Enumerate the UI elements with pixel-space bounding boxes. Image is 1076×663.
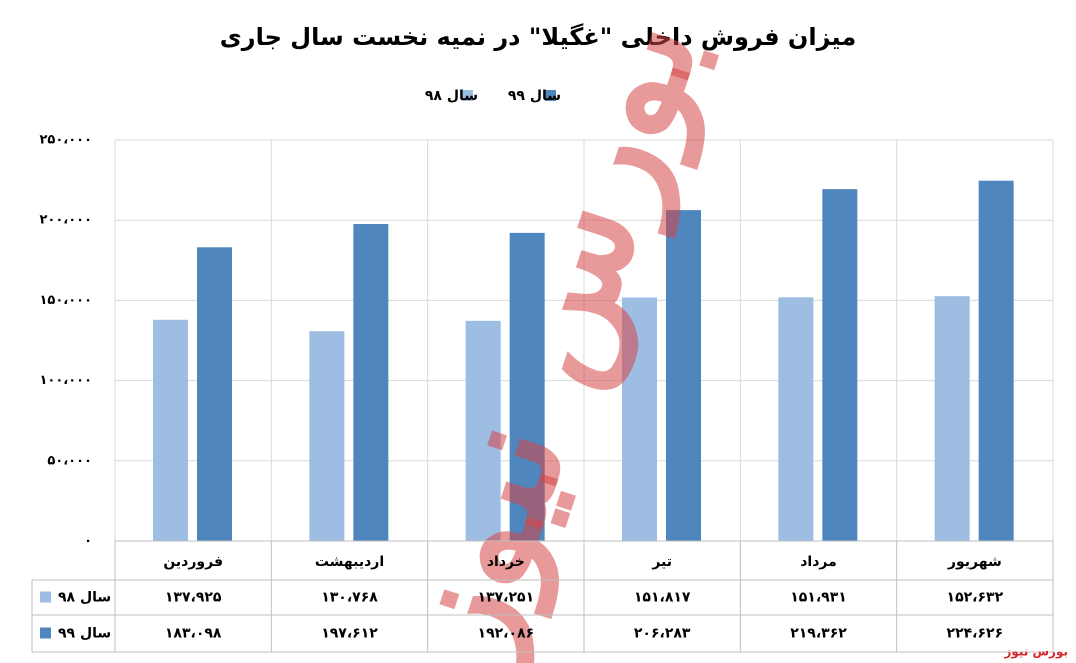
data-label: ۲۰۶،۲۸۳: [634, 626, 691, 642]
bar: [778, 297, 814, 541]
bar: [153, 319, 188, 541]
bar: [509, 232, 545, 542]
y-tick-label: ۲۰۰،۰۰۰: [39, 213, 92, 228]
y-tick-label: ۲۵۰،۰۰۰: [39, 133, 92, 148]
x-tick-label: اردیبهشت: [315, 554, 384, 570]
bar: [309, 331, 345, 541]
data-label: ۲۲۴،۶۲۶: [947, 626, 1004, 642]
legend-swatch: [462, 90, 473, 101]
table-row-label: سال ۹۹: [58, 626, 111, 642]
data-label: ۱۵۱،۹۳۱: [790, 590, 847, 606]
data-label: ۱۸۳،۰۹۸: [165, 626, 222, 642]
bar: [978, 180, 1014, 541]
table-row-label: سال ۹۸: [58, 590, 111, 606]
bar: [622, 297, 657, 541]
bar: [934, 296, 970, 541]
table-swatch: [40, 591, 51, 603]
bar: [465, 320, 501, 541]
x-tick-label: تیر: [651, 554, 672, 570]
y-tick-label: ۵۰،۰۰۰: [47, 453, 92, 468]
bar: [666, 210, 701, 541]
data-label: ۱۵۲،۶۳۲: [947, 590, 1004, 606]
x-tick-label: مرداد: [800, 554, 837, 570]
table-swatch: [40, 627, 51, 639]
data-label: ۱۹۷،۶۱۲: [321, 626, 378, 642]
data-label: ۱۹۲،۰۸۶: [478, 626, 535, 642]
chart-title: میزان فروش داخلی "غگیلا" در نمیه نخست سا…: [220, 23, 856, 51]
legend-label: سال ۹۸: [425, 88, 478, 104]
x-tick-label: شهریور: [947, 554, 1002, 570]
bar: [822, 189, 858, 541]
y-tick-label: ۰: [84, 534, 92, 549]
y-tick-label: ۱۰۰،۰۰۰: [39, 373, 92, 388]
legend-swatch: [545, 90, 556, 101]
data-label: ۱۳۷،۲۵۱: [478, 590, 535, 606]
data-label: ۱۳۷،۹۲۵: [165, 590, 222, 606]
y-tick-label: ۱۵۰،۰۰۰: [39, 293, 92, 308]
source: بورس نیوز: [1003, 645, 1068, 660]
legend-label: سال ۹۹: [508, 88, 561, 104]
data-label: ۲۱۹،۳۶۲: [790, 626, 847, 642]
data-label: ۱۵۱،۸۱۷: [634, 590, 691, 606]
bar: [353, 224, 389, 542]
bar: [197, 247, 232, 542]
x-tick-label: فروردین: [163, 554, 223, 570]
data-label: ۱۳۰،۷۶۸: [321, 590, 378, 606]
x-tick-label: خرداد: [487, 554, 525, 570]
